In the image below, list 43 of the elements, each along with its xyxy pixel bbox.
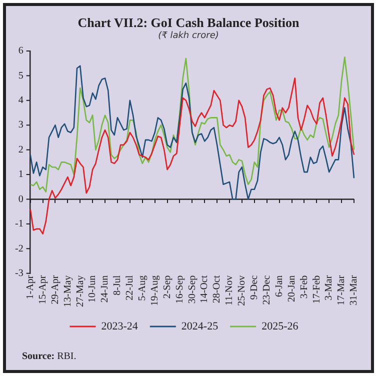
y-tick-label: -2	[14, 243, 24, 254]
x-tick-label: 24-Jun	[100, 275, 111, 303]
y-tick-label: -1	[14, 218, 24, 230]
legend-label: 2025-26	[262, 320, 299, 332]
x-tick-label: 16-Sep	[174, 275, 186, 304]
x-tick-label: 30-Sep	[186, 275, 198, 304]
x-tick-label: 1-Apr	[24, 274, 36, 300]
chart-title: Chart VII.2: GoI Cash Balance Position	[76, 15, 300, 31]
y-tick-label: 1	[18, 169, 24, 180]
x-tick-label: 8-Jul	[112, 275, 124, 296]
x-tick-label: 29-Apr	[50, 274, 61, 304]
x-tick-label: 10-Jun	[87, 275, 98, 303]
y-tick-label: 6	[18, 46, 24, 57]
x-tick-label: 9-Dec	[249, 274, 260, 300]
y-tick-label: 3	[18, 120, 24, 131]
x-tick-label: 22-Jul	[124, 275, 136, 300]
x-tick-label: 14-Oct	[199, 275, 210, 304]
x-tick-label: 25-Nov	[236, 275, 248, 306]
x-tick-label: 17-Feb	[311, 275, 322, 304]
x-tick-label: 19-Aug	[149, 275, 160, 306]
x-tick-label: 2-Sep	[162, 275, 173, 299]
y-tick-label: 4	[18, 95, 24, 106]
y-tick-label: 5	[18, 70, 24, 82]
x-tick-label: 5-Aug	[136, 275, 148, 301]
chart-subtitle: (₹ lakh crore)	[157, 31, 220, 41]
x-tick-label: 11-Nov	[224, 275, 236, 306]
x-tick-label: 17-Mar	[336, 274, 348, 306]
x-tick-label: 13-May	[62, 275, 74, 308]
x-tick-label: 6-Jan	[274, 275, 285, 298]
y-tick-label: 0	[18, 194, 24, 205]
y-tick-label: -3	[14, 268, 24, 279]
y-tick-label: 2	[18, 144, 24, 156]
x-tick-label: 31-Mar	[348, 274, 360, 306]
legend-label: 2024-25	[181, 320, 219, 332]
x-tick-label: 15-Apr	[37, 274, 48, 304]
x-tick-label: 3-Mar	[324, 274, 335, 300]
x-tick-label: 27-May	[74, 275, 86, 308]
x-tick-label: 28-Oct	[212, 275, 223, 304]
x-tick-label: 20-Jan	[286, 275, 298, 302]
legend-label: 2023-24	[101, 320, 138, 332]
x-tick-label: 23-Dec	[261, 274, 272, 305]
source-note: Source: RBI.	[22, 351, 76, 362]
x-tick-label: 3-Feb	[298, 275, 310, 299]
